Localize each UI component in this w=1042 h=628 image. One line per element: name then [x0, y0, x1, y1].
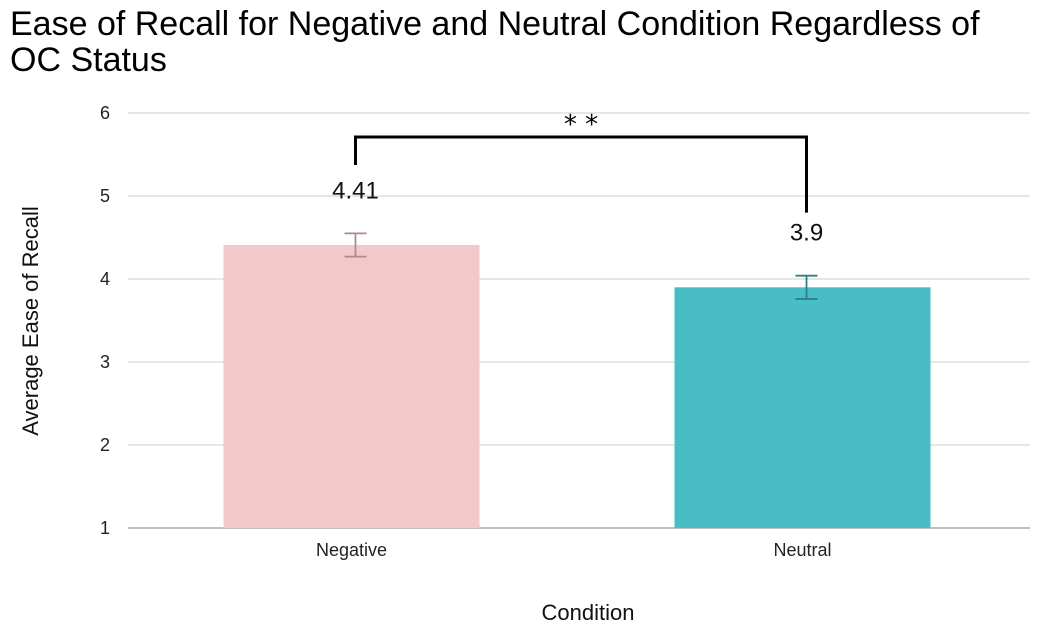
y-axis-label: Average Ease of Recall [18, 206, 43, 436]
y-axis-ticks: 1 2 3 4 5 6 [100, 103, 110, 538]
x-tick-label-negative: Negative [316, 540, 387, 560]
significance-label: * * [564, 110, 598, 140]
y-tick-label: 3 [100, 352, 110, 372]
x-axis-label: Condition [542, 600, 635, 625]
x-axis-ticks: Negative Neutral [316, 540, 832, 560]
data-labels: 4.41 3.9 [332, 177, 823, 246]
y-tick-label: 2 [100, 435, 110, 455]
significance-line [354, 135, 808, 213]
y-tick-label: 6 [100, 103, 110, 123]
bar-negative [223, 244, 480, 528]
x-tick-label-neutral: Neutral [773, 540, 831, 560]
chart-title: Ease of Recall for Negative and Neutral … [10, 5, 980, 79]
y-tick-label: 4 [100, 269, 110, 289]
data-label: 4.41 [332, 177, 379, 204]
y-tick-label: 1 [100, 518, 110, 538]
bars [223, 244, 931, 528]
significance-bracket: * * [354, 110, 808, 213]
error-bars [344, 232, 818, 300]
bar-neutral [674, 287, 931, 528]
y-tick-label: 5 [100, 186, 110, 206]
data-label: 3.9 [790, 220, 823, 247]
